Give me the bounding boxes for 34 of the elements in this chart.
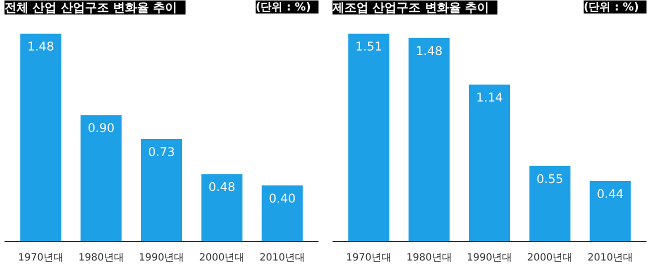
bar <box>590 180 631 242</box>
data-label: 1.48 <box>416 44 442 58</box>
x-tick-label: 1970년대 <box>346 252 392 264</box>
data-label: 1.14 <box>476 90 503 105</box>
data-label: 1.48 <box>27 40 54 54</box>
bar <box>80 115 122 242</box>
x-tick-label: 1990년대 <box>138 252 184 264</box>
x-tick-label: 2010년대 <box>260 252 305 264</box>
x-tick-label: 1970년대 <box>18 252 64 264</box>
data-label: 0.40 <box>268 191 296 206</box>
data-label: 0.90 <box>88 121 114 136</box>
data-label: 0.44 <box>596 186 624 201</box>
x-tick-label: 2000년대 <box>527 252 573 264</box>
bar <box>262 185 303 242</box>
chart-subtitle: (단위 : %) <box>584 0 639 14</box>
bar <box>201 174 242 242</box>
chart-title: 제조업 산업구조 변화율 추이 <box>332 0 490 14</box>
bar <box>20 34 62 242</box>
x-tick-label: 2000년대 <box>199 252 245 264</box>
x-tick-label: 1980년대 <box>78 252 124 264</box>
x-tick-label: 2010년대 <box>588 252 633 264</box>
data-label: 0.48 <box>208 180 236 194</box>
bar <box>468 84 510 242</box>
bar <box>529 166 570 242</box>
x-tick-label: 1990년대 <box>466 252 512 264</box>
bar <box>140 139 182 242</box>
data-label: 0.55 <box>536 172 564 186</box>
data-label: 1.51 <box>355 40 382 54</box>
chart-subtitle: (단위 : %) <box>256 0 311 14</box>
bar <box>408 38 450 242</box>
x-tick-label: 1980년대 <box>406 252 452 264</box>
chart-title: 전체 산업 산업구조 변화율 추이 <box>4 0 178 14</box>
bar <box>348 34 390 242</box>
data-label: 0.73 <box>148 145 175 160</box>
